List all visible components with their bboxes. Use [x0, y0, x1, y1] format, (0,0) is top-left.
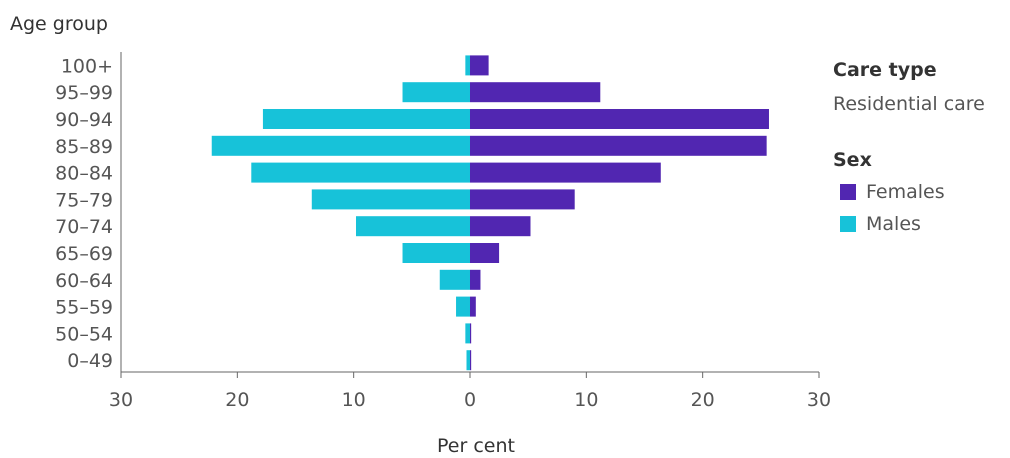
bar-males-50-54	[465, 323, 470, 344]
legend-label-males: Males	[866, 213, 921, 235]
legend-swatch-females	[840, 184, 856, 200]
bar-males-85-89	[211, 135, 471, 156]
x-tick-label-5: 20	[691, 389, 715, 411]
bar-females-75-79	[470, 189, 575, 210]
legend-label-females: Females	[866, 181, 945, 203]
sex-heading: Sex	[833, 149, 872, 171]
axes-group: 100+ 95–99 90–94 85–89 80–84 75–79 70–74 65–69 6…	[55, 52, 831, 411]
x-tick-label-2: 10	[342, 389, 366, 411]
bar-males-60-64	[439, 269, 470, 290]
y-tick-label-95-99: 95–99	[55, 82, 113, 104]
bar-males-65-69	[402, 243, 470, 263]
bar-females-100plus	[470, 55, 489, 76]
y-tick-label-100plus: 100+	[61, 55, 113, 77]
bar-males-100plus	[465, 55, 470, 76]
care-type-value: Residential care	[833, 93, 985, 115]
y-tick-label-70-74: 70–74	[55, 216, 113, 238]
x-tick-label-1: 20	[225, 389, 249, 411]
y-tick-label-60-64: 60–64	[55, 270, 113, 292]
y-tick-label-55-59: 55–59	[55, 297, 113, 319]
bar-males-55-59	[456, 296, 470, 317]
bar-females-65-69	[470, 243, 500, 263]
bar-females-60-64	[470, 269, 481, 290]
bar-females-70-74	[470, 216, 531, 237]
y-tick-label-85-89: 85–89	[55, 136, 113, 158]
care-type-heading: Care type	[833, 59, 937, 81]
bar-males-95-99	[402, 82, 470, 103]
bar-females-85-89	[470, 135, 767, 156]
y-tick-label-50-54: 50–54	[55, 323, 113, 345]
x-tick-label-6: 30	[807, 389, 831, 411]
bar-females-80-84	[470, 162, 661, 183]
legend-item-females[interactable]: Females	[833, 180, 1008, 204]
x-tick-label-3: 0	[464, 389, 476, 411]
bar-females-90-94	[470, 109, 769, 129]
legend-swatch-males	[840, 216, 856, 232]
x-axis-title: Per cent	[437, 435, 515, 457]
bar-females-95-99	[470, 82, 601, 103]
y-tick-label-0-49: 0–49	[67, 350, 113, 372]
bar-males-80-84	[251, 162, 470, 183]
bar-males-75-79	[311, 189, 470, 210]
bar-females-55-59	[470, 296, 476, 317]
bar-males-70-74	[355, 216, 470, 237]
y-tick-label-80-84: 80–84	[55, 163, 113, 185]
bars-group	[211, 55, 769, 371]
y-tick-label-90-94: 90–94	[55, 109, 113, 131]
legend-item-males[interactable]: Males	[833, 212, 1008, 236]
bar-males-0-49	[466, 350, 470, 371]
y-tick-label-75-79: 75–79	[55, 189, 113, 211]
x-tick-label-4: 10	[574, 389, 598, 411]
y-axis-title: Age group	[10, 13, 108, 35]
legend: Care type Residential care Sex Females M…	[833, 58, 1008, 236]
y-tick-label-65-69: 65–69	[55, 243, 113, 265]
bar-males-90-94	[262, 109, 470, 129]
bar-females-50-54	[470, 323, 472, 344]
bar-females-0-49	[470, 350, 472, 371]
x-tick-label-0: 30	[109, 389, 133, 411]
